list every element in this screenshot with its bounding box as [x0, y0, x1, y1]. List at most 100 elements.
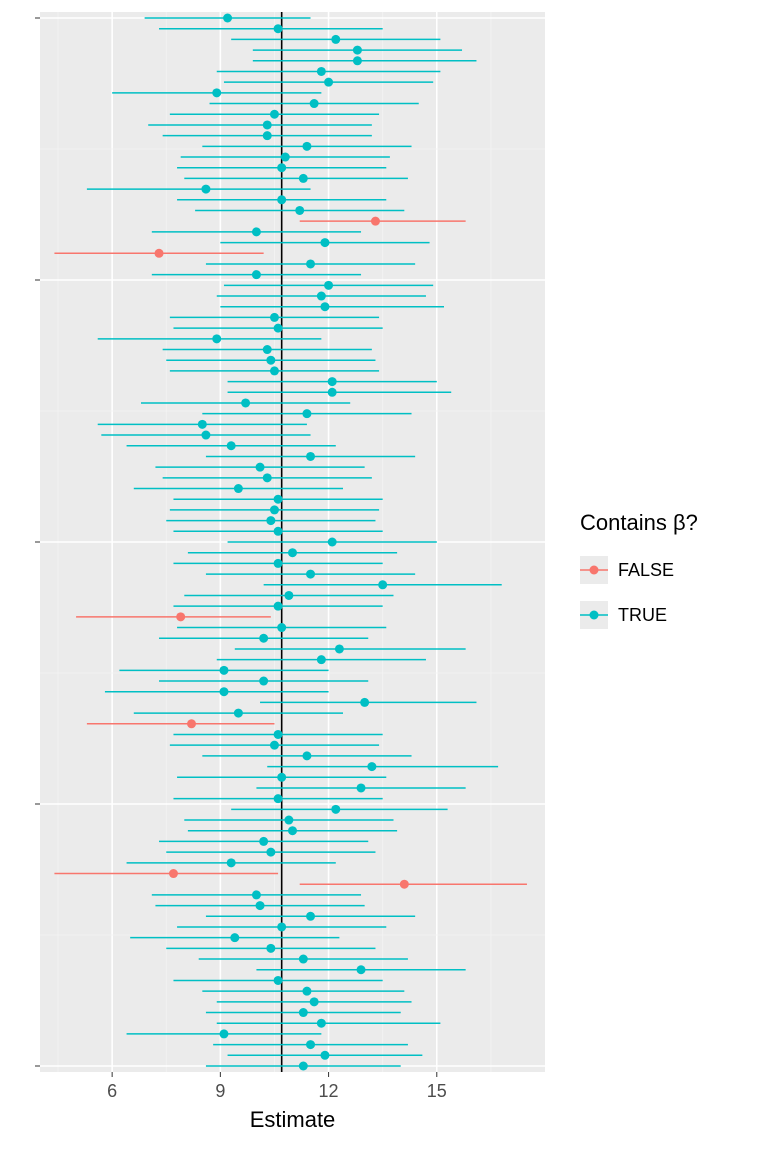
point-estimate [277, 773, 286, 782]
point-estimate [317, 67, 326, 76]
point-estimate [212, 88, 221, 97]
point-estimate [302, 987, 311, 996]
point-estimate [331, 805, 340, 814]
point-estimate [263, 473, 272, 482]
point-estimate [353, 56, 362, 65]
point-estimate [198, 420, 207, 429]
point-estimate [234, 709, 243, 718]
point-estimate [284, 591, 293, 600]
legend-label: FALSE [618, 560, 674, 580]
point-estimate [227, 441, 236, 450]
point-estimate [328, 388, 337, 397]
point-estimate [320, 302, 329, 311]
point-estimate [201, 185, 210, 194]
legend-point [590, 611, 599, 620]
point-estimate [274, 794, 283, 803]
point-estimate [219, 1029, 228, 1038]
point-estimate [274, 24, 283, 33]
point-estimate [306, 570, 315, 579]
point-estimate [252, 270, 261, 279]
point-estimate [371, 217, 380, 226]
point-estimate [155, 249, 164, 258]
point-estimate [288, 548, 297, 557]
point-estimate [187, 719, 196, 728]
point-estimate [277, 623, 286, 632]
point-estimate [266, 356, 275, 365]
point-estimate [263, 345, 272, 354]
point-estimate [378, 580, 387, 589]
point-estimate [400, 880, 409, 889]
point-estimate [295, 206, 304, 215]
point-estimate [256, 463, 265, 472]
point-estimate [266, 516, 275, 525]
point-estimate [274, 976, 283, 985]
point-estimate [302, 751, 311, 760]
point-estimate [219, 666, 228, 675]
point-estimate [320, 1051, 329, 1060]
point-estimate [277, 922, 286, 931]
point-estimate [320, 238, 329, 247]
point-estimate [274, 495, 283, 504]
point-estimate [310, 997, 319, 1006]
xtick-label: 12 [319, 1081, 339, 1101]
x-axis-label: Estimate [250, 1107, 336, 1132]
point-estimate [367, 762, 376, 771]
point-estimate [306, 912, 315, 921]
point-estimate [256, 901, 265, 910]
point-estimate [241, 398, 250, 407]
point-estimate [259, 677, 268, 686]
point-estimate [357, 783, 366, 792]
point-estimate [274, 324, 283, 333]
point-estimate [230, 933, 239, 942]
point-estimate [317, 292, 326, 301]
point-estimate [176, 612, 185, 621]
point-estimate [306, 259, 315, 268]
point-estimate [317, 655, 326, 664]
point-estimate [360, 698, 369, 707]
point-estimate [357, 965, 366, 974]
point-estimate [270, 110, 279, 119]
point-estimate [328, 538, 337, 547]
point-estimate [274, 602, 283, 611]
xtick-label: 15 [427, 1081, 447, 1101]
point-estimate [277, 195, 286, 204]
point-estimate [263, 131, 272, 140]
point-estimate [266, 848, 275, 857]
point-estimate [234, 484, 243, 493]
point-estimate [324, 281, 333, 290]
point-estimate [259, 634, 268, 643]
point-estimate [277, 163, 286, 172]
legend-label: TRUE [618, 605, 667, 625]
point-estimate [270, 505, 279, 514]
point-estimate [270, 313, 279, 322]
xtick-label: 9 [215, 1081, 225, 1101]
point-estimate [201, 431, 210, 440]
point-estimate [299, 955, 308, 964]
point-estimate [353, 46, 362, 55]
point-estimate [288, 826, 297, 835]
point-estimate [302, 409, 311, 418]
point-estimate [299, 1062, 308, 1071]
point-estimate [274, 730, 283, 739]
point-estimate [328, 377, 337, 386]
point-estimate [252, 227, 261, 236]
point-estimate [223, 14, 232, 23]
point-estimate [281, 153, 290, 162]
point-estimate [259, 837, 268, 846]
point-estimate [335, 644, 344, 653]
point-estimate [169, 869, 178, 878]
point-estimate [274, 527, 283, 536]
point-estimate [212, 334, 221, 343]
point-estimate [299, 174, 308, 183]
point-estimate [310, 99, 319, 108]
point-estimate [266, 944, 275, 953]
point-estimate [299, 1008, 308, 1017]
legend-point [590, 566, 599, 575]
point-estimate [306, 452, 315, 461]
point-estimate [324, 78, 333, 87]
point-estimate [270, 741, 279, 750]
point-estimate [284, 816, 293, 825]
point-estimate [331, 35, 340, 44]
point-estimate [270, 366, 279, 375]
point-estimate [306, 1040, 315, 1049]
